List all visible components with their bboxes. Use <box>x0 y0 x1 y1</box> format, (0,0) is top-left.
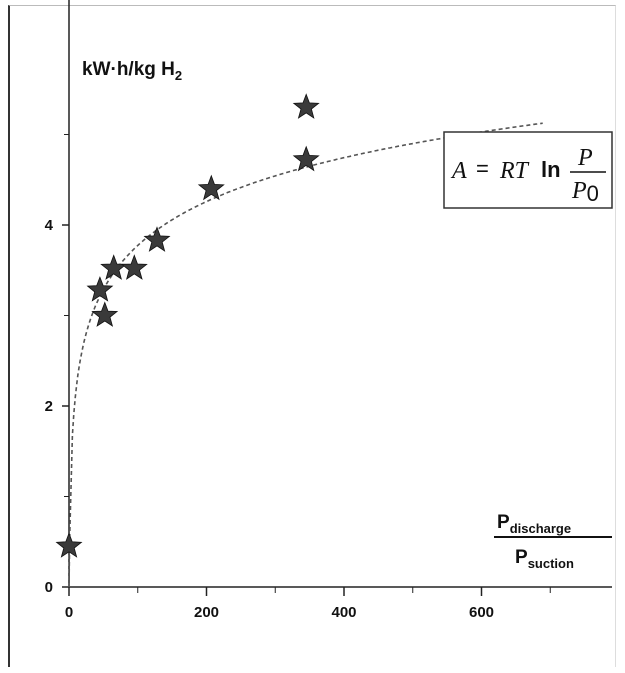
data-point-star <box>292 145 320 172</box>
y-axis-label: kW·h/kg H2 <box>82 59 182 83</box>
formula-box: A = RT ln P P0 <box>443 131 613 209</box>
data-point-star <box>120 254 148 280</box>
data-points-layer <box>55 93 320 558</box>
chart-frame <box>8 5 616 667</box>
y-tick-label: 2 <box>45 398 53 415</box>
x-label-denominator-sub: suction <box>528 556 574 571</box>
data-point-star <box>100 254 128 280</box>
formula-eq: = <box>476 156 489 181</box>
x-tick-label: 400 <box>331 604 356 621</box>
formula-denominator: P0 <box>571 178 599 206</box>
data-point-star <box>197 174 225 201</box>
svg-text:Pdischarge: Pdischarge <box>497 512 571 536</box>
x-tick-label: 600 <box>469 604 494 621</box>
data-point-star <box>55 532 83 558</box>
formula-numerator: P <box>577 145 593 171</box>
data-point-star <box>143 226 171 252</box>
formula-lhs: A <box>450 158 467 184</box>
x-axis-label: Pdischarge Psuction <box>494 512 612 571</box>
axes: 0 200 400 600 0 2 4 <box>45 0 612 621</box>
x-tick-label: 200 <box>194 604 219 621</box>
data-point-star <box>91 301 119 327</box>
x-tick-label: 0 <box>65 604 73 621</box>
svg-text:Psuction: Psuction <box>515 547 574 571</box>
y-tick-label: 0 <box>45 579 53 596</box>
x-label-denominator: P <box>515 547 528 568</box>
data-point-star <box>86 276 114 302</box>
x-label-numerator: P <box>497 512 510 533</box>
formula-rt: RT <box>499 158 530 184</box>
data-point-star <box>292 93 320 119</box>
formula-ln: ln <box>541 157 561 182</box>
y-tick-label: 4 <box>45 217 54 234</box>
x-label-numerator-sub: discharge <box>510 521 571 536</box>
